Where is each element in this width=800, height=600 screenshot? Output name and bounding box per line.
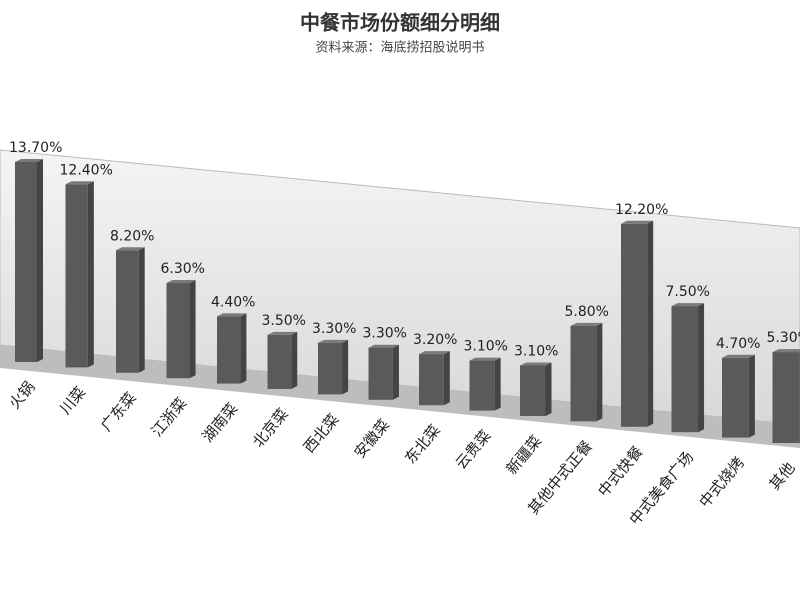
bar-top — [570, 322, 603, 326]
x-tick-label: 中式烧烤 — [696, 453, 748, 511]
bar-top — [217, 313, 247, 317]
x-tick-label: 火锅 — [5, 378, 38, 413]
bar-top — [671, 303, 705, 307]
bar-top — [318, 339, 349, 343]
bar-side — [494, 357, 501, 411]
x-tick-label: 其他 — [766, 459, 799, 494]
value-label: 12.40% — [60, 162, 113, 178]
bar-top — [419, 351, 450, 355]
bar — [116, 250, 139, 373]
bar-side — [291, 331, 298, 389]
bar-side — [392, 344, 399, 400]
bar-side — [443, 351, 450, 406]
value-label: 3.50% — [262, 313, 306, 329]
bar-top — [368, 344, 399, 348]
bar — [318, 342, 343, 395]
bar-side — [138, 247, 145, 373]
value-label: 7.50% — [666, 284, 710, 300]
chart-subtitle: 资料来源：海底捞招股说明书 — [315, 40, 484, 56]
bar — [419, 354, 444, 406]
bar-side — [647, 220, 654, 427]
x-tick-label: 中式快餐 — [594, 443, 646, 501]
value-label: 3.30% — [312, 321, 356, 337]
x-tick-label: 西北菜 — [300, 410, 343, 456]
bar-side — [545, 362, 552, 416]
bar-side — [596, 322, 603, 422]
bar-side — [37, 158, 43, 362]
x-tick-label: 云贵菜 — [452, 426, 495, 472]
bar-top — [116, 247, 145, 251]
x-tick-label: 广东菜 — [97, 389, 140, 435]
value-label: 3.10% — [514, 343, 558, 359]
bar — [469, 360, 495, 411]
value-label: 3.20% — [413, 332, 457, 348]
value-label: 6.30% — [161, 261, 205, 277]
bar — [772, 352, 800, 443]
bar — [368, 347, 393, 400]
bar — [267, 334, 292, 389]
bar — [166, 283, 190, 379]
bar-side — [189, 280, 196, 379]
value-label: 5.30% — [767, 330, 800, 346]
value-label: 8.20% — [110, 228, 154, 244]
x-tick-label: 湖南菜 — [198, 399, 241, 445]
x-tick-label: 江浙菜 — [148, 394, 191, 440]
value-label: 13.70% — [9, 140, 62, 156]
bar-side — [240, 313, 247, 384]
bar-top — [166, 280, 196, 284]
floor — [0, 345, 800, 448]
value-label: 5.80% — [565, 304, 609, 320]
bar — [671, 306, 699, 433]
bar-top — [469, 357, 501, 361]
bar — [15, 161, 37, 362]
value-label: 12.20% — [615, 202, 668, 218]
bar-top — [65, 181, 94, 185]
bar-top — [267, 331, 298, 335]
bar-side — [342, 339, 349, 395]
bar-side — [748, 354, 755, 438]
bar — [217, 316, 241, 384]
value-label: 4.70% — [716, 336, 760, 352]
bar-top — [722, 354, 755, 358]
bar-top — [621, 220, 654, 224]
x-tick-label: 东北菜 — [401, 421, 444, 467]
value-label: 4.40% — [211, 294, 255, 310]
x-tick-label: 川菜 — [56, 383, 89, 418]
x-tick-label: 安徽菜 — [351, 416, 394, 462]
value-label: 3.10% — [464, 339, 508, 355]
bar — [722, 357, 749, 438]
bar — [520, 365, 546, 416]
bar-side — [698, 303, 705, 433]
x-tick-label: 新疆菜 — [503, 432, 546, 478]
bar — [65, 184, 88, 368]
bar — [570, 325, 597, 422]
x-tick-label: 北京菜 — [249, 405, 292, 451]
bar — [621, 223, 648, 427]
bar-side — [87, 181, 94, 368]
chart-title: 中餐市场份额细分明细 — [300, 11, 500, 35]
bar-top — [15, 158, 43, 162]
bar-top — [520, 362, 552, 366]
value-label: 3.30% — [363, 326, 407, 342]
bar-top — [772, 349, 800, 353]
